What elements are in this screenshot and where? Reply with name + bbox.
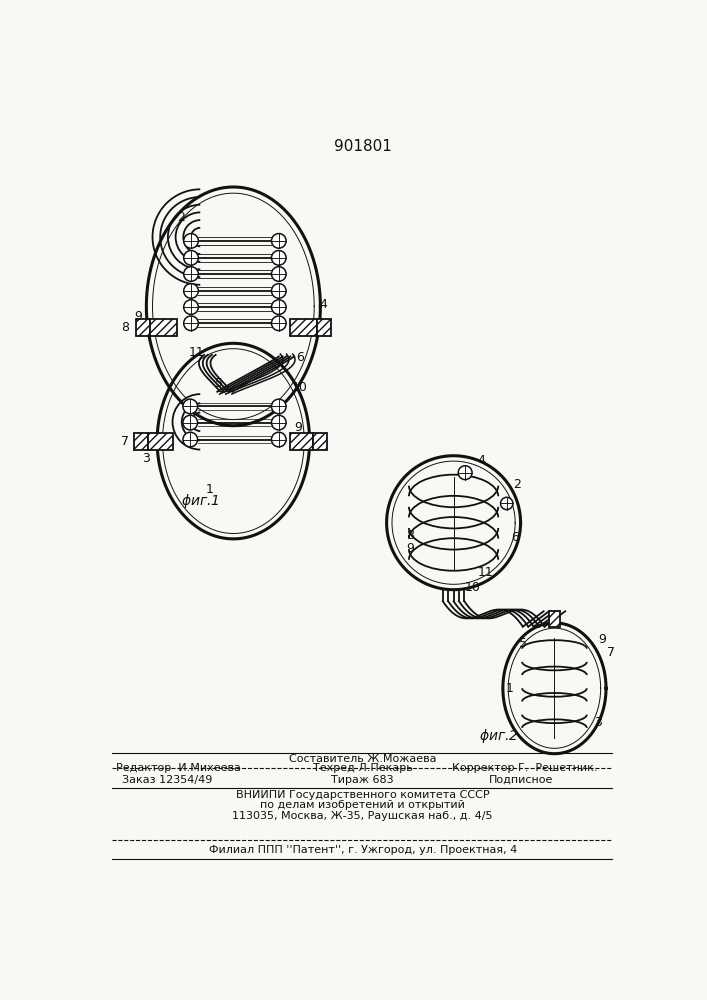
Text: 8: 8: [121, 321, 129, 334]
Text: 10: 10: [292, 381, 308, 394]
Text: 9: 9: [598, 633, 606, 646]
Circle shape: [271, 284, 286, 298]
Text: 5: 5: [215, 377, 223, 390]
Text: 1: 1: [506, 682, 514, 695]
Text: Корректор Г.  Решетник.: Корректор Г. Решетник.: [452, 763, 598, 773]
Text: 1: 1: [206, 483, 214, 496]
Text: 6: 6: [511, 531, 519, 544]
Text: 8: 8: [407, 529, 414, 542]
Circle shape: [271, 234, 286, 248]
Text: Филиал ППП ''Патент'', г. Ужгород, ул. Проектная, 4: Филиал ППП ''Патент'', г. Ужгород, ул. П…: [209, 845, 517, 855]
Text: 4: 4: [477, 454, 485, 467]
Text: Редактор  И.Михеева: Редактор И.Михеева: [116, 763, 241, 773]
Text: 11: 11: [189, 346, 204, 359]
Text: $\phi$иг.1: $\phi$иг.1: [181, 492, 220, 510]
Text: 7: 7: [121, 435, 129, 448]
Bar: [136, 319, 150, 336]
Text: 6: 6: [296, 351, 303, 364]
Text: 4: 4: [320, 298, 327, 311]
Bar: [150, 319, 177, 336]
Circle shape: [184, 316, 199, 331]
Text: 2: 2: [177, 211, 185, 224]
Circle shape: [271, 300, 286, 314]
Text: 7: 7: [607, 646, 615, 659]
Bar: [317, 319, 331, 336]
Text: Заказ 12354/49: Заказ 12354/49: [122, 775, 212, 785]
Bar: [134, 433, 148, 450]
Text: 11: 11: [477, 566, 493, 579]
Circle shape: [271, 399, 286, 414]
Text: $\phi$иг.2: $\phi$иг.2: [479, 727, 518, 745]
Text: Подписное: Подписное: [489, 775, 554, 785]
Circle shape: [184, 300, 199, 314]
Text: 10: 10: [465, 581, 481, 594]
Text: по делам изобретений и открытий: по делам изобретений и открытий: [260, 800, 465, 810]
Bar: [291, 319, 317, 336]
Text: 2: 2: [513, 478, 520, 491]
Bar: [290, 433, 312, 450]
Circle shape: [183, 415, 197, 430]
Circle shape: [271, 316, 286, 331]
Circle shape: [458, 466, 472, 480]
Circle shape: [271, 251, 286, 265]
Text: ВНИИПИ Государственного комитета СССР: ВНИИПИ Государственного комитета СССР: [236, 790, 489, 800]
Bar: [549, 611, 560, 627]
Circle shape: [184, 251, 199, 265]
Circle shape: [501, 497, 513, 510]
Bar: [312, 433, 327, 450]
Text: Составитель Ж.Можаева: Составитель Ж.Можаева: [289, 754, 436, 764]
Circle shape: [271, 415, 286, 430]
Circle shape: [183, 432, 197, 447]
Circle shape: [183, 399, 197, 414]
Text: 5: 5: [519, 637, 527, 650]
Text: 901801: 901801: [334, 139, 392, 154]
Circle shape: [271, 432, 286, 447]
Circle shape: [184, 267, 199, 281]
Bar: [148, 433, 173, 450]
Text: 113035, Москва, Ж-35, Раушская наб., д. 4/5: 113035, Москва, Ж-35, Раушская наб., д. …: [233, 811, 493, 821]
Text: Тираж 683: Тираж 683: [332, 775, 394, 785]
Text: 9: 9: [134, 310, 142, 323]
Text: 3: 3: [595, 716, 602, 729]
Text: 3: 3: [141, 452, 149, 465]
Circle shape: [184, 284, 199, 298]
Text: Техред Л.Пекарь: Техред Л.Пекарь: [312, 763, 413, 773]
Circle shape: [271, 267, 286, 281]
Circle shape: [184, 234, 199, 248]
Text: 9: 9: [294, 421, 302, 434]
Text: 9: 9: [407, 542, 414, 555]
